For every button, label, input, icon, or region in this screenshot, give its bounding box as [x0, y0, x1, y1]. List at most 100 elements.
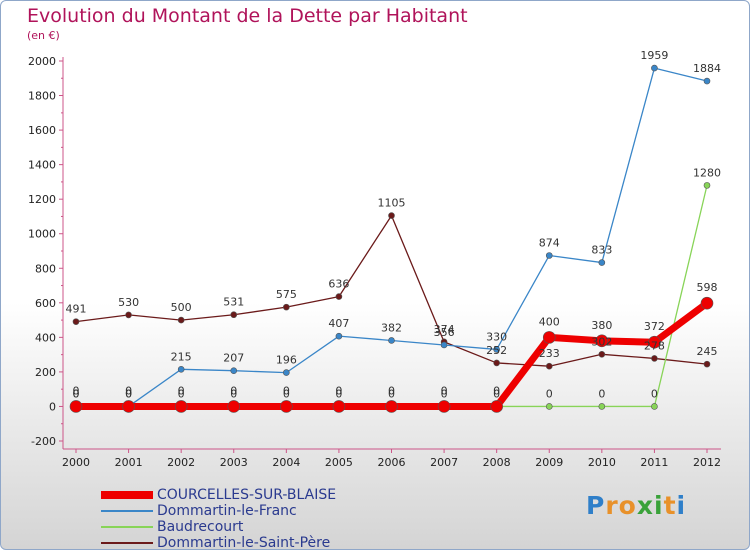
data-label: 0 — [178, 387, 185, 400]
data-label: 0 — [493, 387, 500, 400]
data-label: 0 — [73, 384, 80, 397]
data-point — [598, 403, 606, 410]
x-tick-label: 2006 — [378, 456, 406, 469]
data-point — [598, 350, 606, 358]
chart-unit: (en €) — [27, 29, 60, 42]
data-label: 0 — [73, 387, 80, 400]
data-label: 0 — [441, 387, 448, 400]
legend-label: Dommartin-le-Saint-Père — [157, 535, 331, 550]
data-point — [230, 311, 238, 319]
data-point — [440, 341, 448, 349]
data-point — [651, 403, 658, 410]
data-label: 0 — [125, 387, 132, 400]
data-label: 1884 — [693, 62, 721, 75]
y-tick-label: 1600 — [28, 124, 56, 137]
data-label: 0 — [546, 387, 553, 400]
data-label: 374 — [434, 323, 455, 336]
data-point — [332, 400, 346, 413]
data-point — [703, 182, 711, 189]
data-label: 0 — [335, 384, 342, 397]
logo-letter: x — [636, 491, 654, 520]
x-tick-label: 2012 — [693, 456, 721, 469]
data-label: 356 — [434, 326, 455, 339]
y-tick-label: 200 — [35, 366, 56, 379]
data-label: 530 — [118, 296, 139, 309]
x-tick-label: 2004 — [272, 456, 300, 469]
data-label: 0 — [230, 387, 237, 400]
data-point — [177, 316, 185, 324]
data-label: 207 — [223, 352, 244, 365]
y-tick-label: 800 — [35, 262, 56, 275]
data-point — [385, 400, 398, 413]
data-label: 380 — [591, 319, 612, 332]
y-tick-label: 600 — [35, 297, 56, 310]
data-label: 0 — [283, 384, 290, 397]
data-label: 0 — [335, 387, 342, 400]
data-point — [69, 400, 83, 413]
data-label: 0 — [388, 384, 395, 397]
data-label: 833 — [591, 244, 612, 257]
legend-swatch — [101, 491, 153, 499]
data-label: 245 — [697, 345, 718, 358]
data-point — [122, 400, 135, 413]
data-label: 531 — [223, 296, 244, 309]
logo-letter: i — [654, 491, 664, 520]
data-label: 636 — [328, 278, 349, 291]
data-point — [227, 400, 241, 413]
y-tick-label: 2000 — [28, 55, 56, 68]
x-tick-label: 2003 — [220, 456, 248, 469]
y-tick-label: 1200 — [28, 193, 56, 206]
data-label: 400 — [539, 315, 560, 328]
y-tick-label: 1000 — [28, 228, 56, 241]
data-point — [125, 311, 132, 319]
chart-title: Evolution du Montant de la Dette par Hab… — [27, 5, 468, 27]
series-dommartin-le-franc — [72, 64, 711, 410]
y-tick-label: 400 — [35, 331, 56, 344]
data-label: 215 — [171, 350, 192, 363]
data-point — [283, 303, 290, 311]
data-label: 0 — [493, 384, 500, 397]
data-point — [545, 252, 553, 259]
proxiti-logo: Proxiti — [586, 491, 686, 520]
x-tick-label: 2002 — [167, 456, 195, 469]
data-label: 0 — [283, 387, 290, 400]
data-point — [595, 334, 609, 348]
data-point — [388, 212, 395, 219]
data-label: 0 — [388, 387, 395, 400]
x-tick-label: 2000 — [62, 456, 90, 469]
data-label: 252 — [486, 344, 507, 357]
data-label: 0 — [73, 387, 80, 400]
data-point — [703, 77, 711, 85]
data-label: 196 — [276, 354, 297, 367]
data-label: 598 — [697, 281, 718, 294]
data-label: 0 — [125, 387, 132, 400]
data-label: 1959 — [640, 49, 668, 62]
data-label: 500 — [171, 301, 192, 314]
data-point — [703, 360, 711, 368]
data-point — [598, 259, 606, 266]
y-tick-label: 1400 — [28, 159, 56, 172]
data-label: 0 — [651, 387, 658, 400]
x-tick-label: 2001 — [115, 456, 143, 469]
data-label: 0 — [125, 384, 132, 397]
data-label: 382 — [381, 321, 402, 334]
data-point — [651, 355, 658, 362]
data-point — [493, 346, 500, 353]
data-label: 0 — [441, 384, 448, 397]
data-label: 233 — [539, 347, 560, 360]
data-point — [283, 369, 290, 376]
data-point — [388, 337, 395, 344]
data-point — [174, 400, 188, 413]
data-label: 1105 — [378, 197, 406, 210]
x-tick-label: 2010 — [588, 456, 616, 469]
data-point — [72, 318, 80, 325]
data-point — [542, 331, 556, 344]
data-label: 372 — [644, 320, 665, 333]
data-label: 491 — [66, 303, 87, 316]
data-point — [545, 362, 553, 370]
data-label: 330 — [486, 330, 507, 343]
logo-letter: P — [586, 491, 606, 520]
data-point — [545, 403, 553, 410]
logo-letter: o — [618, 491, 637, 520]
data-label: 407 — [328, 317, 349, 330]
